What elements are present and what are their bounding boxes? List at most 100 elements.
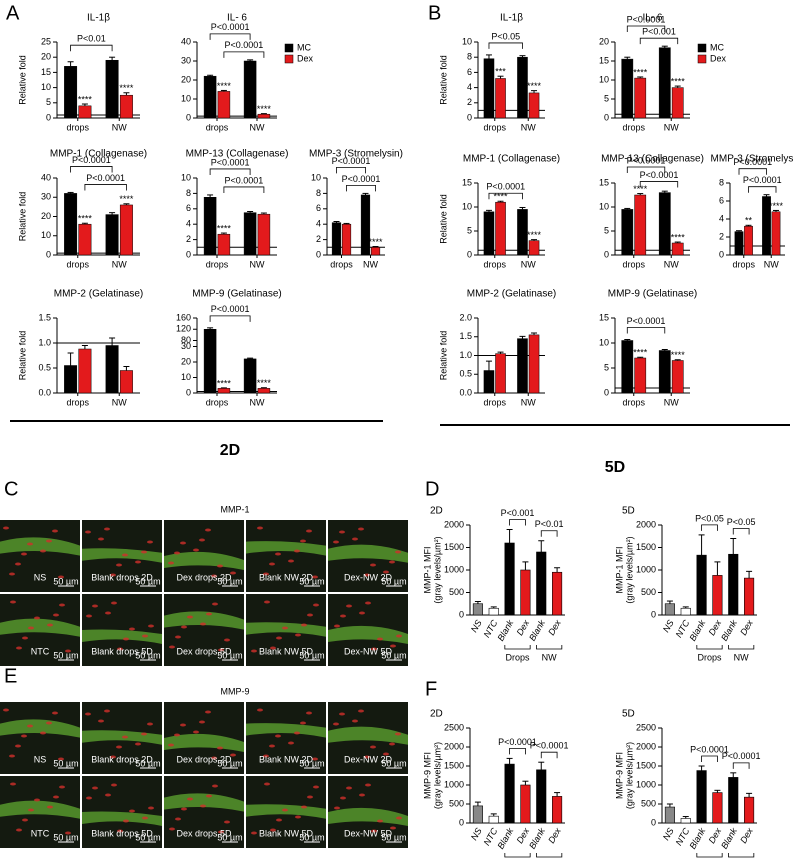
- cell: [263, 572, 269, 576]
- bar: [621, 209, 634, 256]
- y-axis-label: MMP-1 MFI: [422, 547, 432, 594]
- cell: [270, 828, 276, 832]
- comparison-label: P<0.0001: [211, 304, 250, 314]
- cell: [110, 573, 116, 577]
- scale-bar-label: 50 µm: [53, 832, 78, 842]
- panel-letter: F: [425, 678, 437, 700]
- y-tick-label: 15: [599, 55, 609, 65]
- comparison-label: P<0.0001: [722, 751, 761, 761]
- group-bracket: [504, 853, 531, 858]
- y-tick-label: 10: [599, 74, 609, 84]
- cell: [288, 559, 294, 563]
- cell: [275, 552, 281, 556]
- section-title: 5D: [605, 459, 625, 476]
- cell: [396, 816, 402, 820]
- scale-bar-label: 50 µm: [135, 576, 160, 586]
- section-title: 2D: [220, 442, 240, 459]
- y-axis-label: Relative fold: [438, 194, 448, 244]
- x-tick-label: Blank: [719, 826, 739, 851]
- y-tick-label: 5: [467, 225, 472, 235]
- y-tick-label: 1.5: [38, 312, 51, 322]
- x-tick-label: NW: [664, 259, 679, 269]
- cell: [340, 796, 346, 800]
- x-tick-label: NW: [664, 122, 679, 132]
- bar: [504, 763, 515, 824]
- scale-bar-label: 50 µm: [53, 758, 78, 768]
- cell: [174, 733, 180, 737]
- group-bracket: [728, 853, 755, 858]
- cell: [27, 724, 33, 728]
- tissue-band: [164, 551, 244, 570]
- cell: [206, 794, 212, 798]
- cell: [339, 712, 345, 716]
- cell: [123, 819, 129, 823]
- y-tick-label: 2000: [636, 519, 656, 529]
- micrograph-title: MMP-1: [221, 504, 250, 514]
- comparison-label: P<0.05: [727, 517, 756, 527]
- comparison-label: P<0.0001: [530, 741, 569, 751]
- cell: [224, 820, 230, 824]
- y-tick-label: 30: [41, 192, 51, 202]
- y-tick-label: 1.0: [459, 350, 472, 360]
- comparison-label: P<0.05: [695, 513, 724, 523]
- chart-title: IL- 6: [642, 13, 662, 24]
- x-tick-label: Blank: [527, 826, 547, 851]
- cell: [211, 756, 217, 760]
- cell: [187, 615, 193, 619]
- y-tick-label: 1.5: [459, 331, 472, 341]
- x-tick-label: NW: [664, 397, 679, 407]
- significance: ****: [633, 67, 648, 77]
- comparison-bracket: [84, 184, 127, 191]
- cell: [199, 538, 205, 542]
- scale-bar-label: 50 µm: [135, 832, 160, 842]
- cell: [117, 647, 123, 651]
- comparison-bracket: [701, 755, 718, 762]
- cell: [187, 797, 193, 801]
- chart-title: 5D: [622, 506, 635, 517]
- scale-bar-label: 50 µm: [381, 832, 406, 842]
- y-axis-label: MMP-9 MFI: [422, 752, 432, 799]
- cell: [86, 614, 92, 618]
- micrograph-label: NS: [34, 754, 47, 764]
- micrograph-label: Dex-NW 5D: [344, 646, 393, 656]
- tissue-band: [164, 793, 244, 812]
- cell: [175, 817, 181, 821]
- x-tick-label: NW: [112, 122, 127, 132]
- bar: [217, 91, 231, 119]
- bar: [728, 777, 739, 824]
- bar: [664, 603, 675, 616]
- cell: [205, 710, 211, 714]
- cell: [307, 795, 313, 799]
- y-tick-label: 15: [41, 67, 51, 77]
- cell: [365, 783, 371, 787]
- cell: [142, 634, 148, 638]
- micrograph-label: Blank drops 5D: [91, 646, 153, 656]
- micrograph-label: Blank NW 5D: [259, 646, 314, 656]
- y-tick-label: 10: [41, 82, 51, 92]
- x-tick-label: drops: [206, 122, 229, 132]
- bar: [483, 370, 495, 394]
- cell: [59, 603, 65, 607]
- bar: [744, 225, 753, 256]
- chart-title: IL-1β: [500, 13, 523, 24]
- bar: [203, 197, 217, 256]
- y-tick-label: 0: [604, 249, 609, 259]
- significance: ****: [368, 237, 383, 247]
- y-tick-label: 0: [186, 112, 191, 122]
- x-tick-label: NS: [661, 826, 676, 842]
- cell: [230, 571, 236, 575]
- cell: [28, 808, 34, 812]
- bar: [712, 575, 723, 616]
- comparison-label: P<0.05: [491, 31, 520, 41]
- bar: [621, 340, 634, 394]
- chart-title: 5D: [622, 709, 635, 720]
- group-label: NW: [734, 652, 749, 662]
- y-tick-label: 6: [316, 203, 321, 213]
- bar: [64, 193, 78, 256]
- cell: [251, 831, 257, 835]
- cell: [10, 600, 16, 604]
- y-tick-label: 30: [181, 341, 191, 351]
- comparison-bracket: [209, 168, 251, 175]
- y-tick-label: 20: [599, 36, 609, 46]
- comparison-label: P<0.0001: [72, 155, 111, 165]
